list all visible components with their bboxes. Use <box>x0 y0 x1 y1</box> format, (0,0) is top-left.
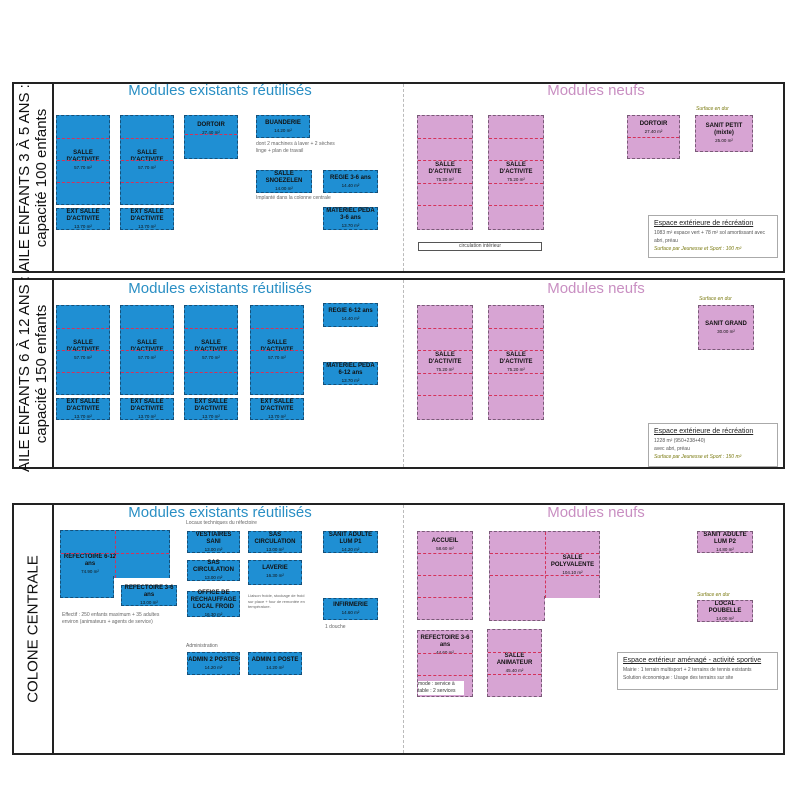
divider <box>403 84 404 271</box>
admin-title: Administration <box>186 643 218 649</box>
outdoor-info-box: Espace extérieur aménagé - activité spor… <box>617 652 778 690</box>
note-snoezelen: Implanté dans la colonne centrale <box>256 195 331 201</box>
module-admin-2[interactable]: ADMIN 2 POSTES 14.20 m² <box>187 652 240 675</box>
module-buanderie[interactable]: BUANDERIE 14.20 m² <box>256 115 310 138</box>
module-materiel[interactable]: MATERIEL PEDA 3-6 ans 13.70 m² <box>323 207 378 230</box>
module-refectoire-6-12-ext[interactable] <box>60 576 114 598</box>
new-title: Modules neufs <box>547 82 645 99</box>
module-ext-salle[interactable]: EXT SALLE D'ACTIVITE 13.70 m² <box>120 208 174 230</box>
divider <box>403 505 404 753</box>
module-admin-1[interactable]: ADMIN 1 POSTE 14.20 m² <box>248 652 302 675</box>
module-ext-salle[interactable]: EXT SALLE D'ACTIVITE 13.70 m² <box>184 398 238 420</box>
section-aile-6-12: AILE ENFANTS 6 À 12 ANS : capacité 150 en… <box>12 276 785 471</box>
note-douche: 1 douche <box>325 624 346 630</box>
module-salle-activite[interactable]: SALLE D'ACTIVITE 57.70 m² <box>120 115 174 205</box>
outdoor-info-box: Espace extérieure de récréation 1083 m² e… <box>648 215 778 258</box>
existing-title: Modules existants réutilisés <box>128 82 312 99</box>
note-liaison: Liaison froide, stockage de froid sur pl… <box>248 593 305 609</box>
module-salle-activite[interactable]: SALLE D'ACTIVITE 57.70 m² <box>56 115 110 205</box>
outdoor-info-box: Espace extérieure de récréation 1228 m² (… <box>648 423 778 467</box>
module-regie[interactable]: REGIE 3-6 ans 14.40 m² <box>323 170 378 193</box>
module-salle-animateur[interactable]: SALLE ANIMATEUR 45.40 m² <box>487 629 542 697</box>
module-laverie[interactable]: LAVERIE 16.30 m² <box>248 560 302 585</box>
surface-en-dur-label: Surface en dur <box>699 296 732 302</box>
module-sas-circulation[interactable]: SAS CIRCULATION 13.00 m² <box>248 531 302 553</box>
locaux-title: Locaux techniques du réfectoire <box>186 520 257 526</box>
section-colone-centrale: COLONE CENTRALE <box>12 503 785 755</box>
section-label: COLONE CENTRALE <box>14 505 54 753</box>
module-new-dortoir[interactable]: DORTOIR 27.40 m² <box>627 115 680 159</box>
module-vestiaires[interactable]: VESTIAIRES SANI 13.00 m² <box>187 531 240 553</box>
circulation-interieur: circulation intérieur <box>418 242 542 251</box>
module-salle-activite[interactable]: SALLE D'ACTIVITE 57.70 m² <box>120 305 174 395</box>
module-salle-polyvalente-ext[interactable] <box>489 596 545 621</box>
module-new-salle-activite[interactable]: SALLE D'ACTIVITE 75.20 m² <box>417 305 473 420</box>
module-ext-salle[interactable]: EXT SALLE D'ACTIVITE 13.70 m² <box>56 208 110 230</box>
existing-title: Modules existants réutilisés <box>128 504 312 521</box>
module-dortoir[interactable]: DORTOIR 27.40 m² <box>184 115 238 159</box>
module-salle-activite[interactable]: SALLE D'ACTIVITE 57.70 m² <box>56 305 110 395</box>
module-infirmerie[interactable]: INFIRMERIE 14.60 m² <box>323 598 378 620</box>
surface-en-dur-label: Surface en dur <box>696 106 729 112</box>
module-sanit-adulte-p1[interactable]: SANIT ADULTE LUM P1 14.20 m² <box>323 531 378 553</box>
note-buanderie: dont 2 machines à laver + 2 sèches linge… <box>256 141 335 154</box>
module-ext-salle[interactable]: EXT SALLE D'ACTIVITE 13.70 m² <box>250 398 304 420</box>
module-salle-activite[interactable]: SALLE D'ACTIVITE 57.70 m² <box>250 305 304 395</box>
section-label: AILE ENFANTS 6 À 12 ANS : capacité 150 en… <box>14 276 54 471</box>
module-sanit-adulte-p2[interactable]: SANIT ADULTE LUM P2 14.80 m² <box>697 531 753 553</box>
module-refectoire-3-6[interactable]: REFECTOIRE 3-6 ans 13.00 m² <box>121 585 177 606</box>
section-label: AILE ENFANTS 3 À 5 ANS : capacité 100 enf… <box>14 84 54 271</box>
module-sanit-grand[interactable]: SANIT GRAND 30.00 m² <box>698 305 754 350</box>
module-sanit-petit[interactable]: SANIT PETIT (mixte) 25.00 m² <box>695 115 753 152</box>
module-sas-circulation[interactable]: SAS CIRCULATION 13.00 m² <box>187 560 240 581</box>
existing-title: Modules existants réutilisés <box>128 280 312 297</box>
module-salle-activite[interactable]: SALLE D'ACTIVITE 57.70 m² <box>184 305 238 395</box>
module-office[interactable]: OFFICE DE RECHAUFFAGE LOCAL FROID 16.30 m… <box>187 590 240 617</box>
section-aile-3-5: AILE ENFANTS 3 À 5 ANS : capacité 100 enf… <box>12 82 785 273</box>
module-refectoire-6-12[interactable]: REFECTOIRE 6-12 ans 74.90 m² <box>60 530 170 578</box>
module-ext-salle[interactable]: EXT SALLE D'ACTIVITE 13.70 m² <box>120 398 174 420</box>
module-new-salle-activite[interactable]: SALLE D'ACTIVITE 75.20 m² <box>488 115 544 230</box>
note-mode-service: mode : service à table : 2 services <box>418 681 464 695</box>
module-salle-polyvalente[interactable]: SALLE POLYVALENTE 104.10 m² <box>489 531 600 598</box>
module-accueil[interactable]: ACCUEIL 58.60 m² <box>417 531 473 620</box>
new-title: Modules neufs <box>547 280 645 297</box>
module-regie[interactable]: REGIE 6-12 ans 14.40 m² <box>323 303 378 327</box>
module-new-salle-activite[interactable]: SALLE D'ACTIVITE 75.20 m² <box>488 305 544 420</box>
new-title: Modules neufs <box>547 504 645 521</box>
divider <box>403 280 404 467</box>
module-materiel[interactable]: MATERIEL PEDA 6-12 ans 13.70 m² <box>323 362 378 385</box>
module-ext-salle[interactable]: EXT SALLE D'ACTIVITE 13.70 m² <box>56 398 110 420</box>
module-local-poubelle[interactable]: LOCAL POUBELLE 14.00 m² <box>697 600 753 622</box>
surface-en-dur-label: Surface en dur <box>697 592 730 598</box>
module-snoezelen[interactable]: SALLE SNOEZELEN 14.00 m² <box>256 170 312 193</box>
note-effectif: Effectif : 250 enfants maximum + 35 adul… <box>62 612 160 625</box>
